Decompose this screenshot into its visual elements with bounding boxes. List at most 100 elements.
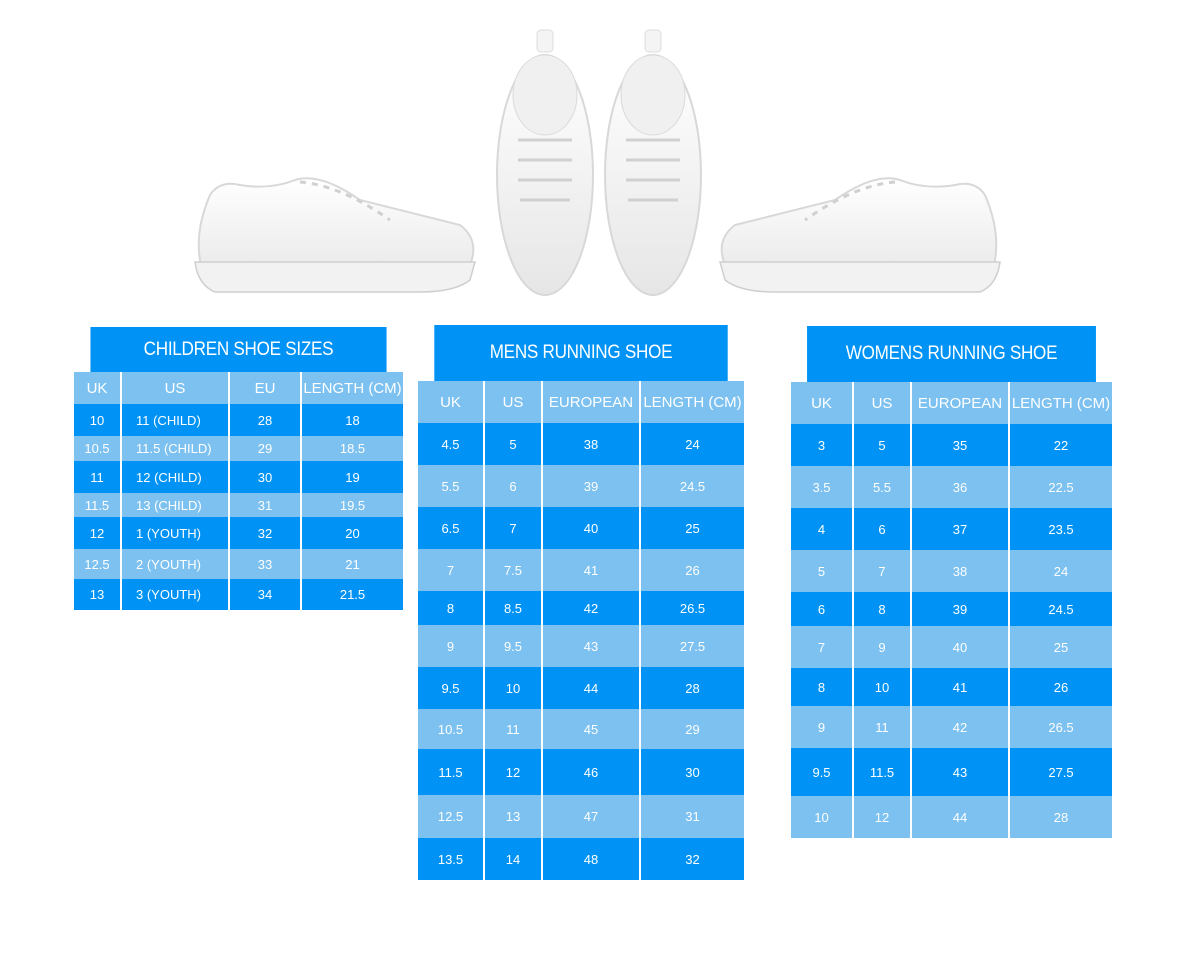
table-cell: 18.5 xyxy=(339,441,366,456)
table-row: 13 3 (YOUTH) 34 21.5 xyxy=(74,579,403,610)
table-cell: 11.5 xyxy=(74,493,122,517)
table-cell: 7 xyxy=(854,550,912,592)
table-header-row: UK US EUROPEAN LENGTH (CM) xyxy=(418,381,744,423)
table-cell: 24.5 xyxy=(679,478,706,494)
table-cell: 37 xyxy=(912,508,1010,550)
table-cell: 18 xyxy=(345,412,360,428)
table-cell: 44 xyxy=(912,796,1010,838)
table-cell: 3.5 xyxy=(791,466,854,508)
table-cell: 13 (CHILD) xyxy=(122,493,230,517)
table-cell: 45 xyxy=(543,709,641,749)
column-header: US xyxy=(854,382,912,424)
shoe-side-right-image xyxy=(719,177,1001,293)
table-row: 10 12 44 28 xyxy=(791,796,1112,838)
table-cell: 42 xyxy=(912,706,1010,748)
table-cell: 10 xyxy=(485,667,543,709)
table-cell: 40 xyxy=(912,626,1010,668)
table-cell: 12 (CHILD) xyxy=(122,461,230,493)
table-cell: 29 xyxy=(685,721,700,737)
table-row: 6 8 39 24.5 xyxy=(791,592,1112,626)
table-cell: 8 xyxy=(791,668,854,706)
table-cell: 47 xyxy=(543,795,641,838)
table-cell: 12 xyxy=(485,749,543,795)
table-cell: 25 xyxy=(685,520,700,536)
table-row: 5.5 6 39 24.5 xyxy=(418,465,744,507)
table-row: 11.5 12 46 30 xyxy=(418,749,744,795)
table-row: 4.5 5 38 24 xyxy=(418,423,744,465)
table-cell: 4 xyxy=(791,508,854,550)
table-cell: 39 xyxy=(543,465,641,507)
table-cell: 21.5 xyxy=(339,587,366,602)
shoe-top-right-image xyxy=(604,29,702,296)
table-cell: 6 xyxy=(485,465,543,507)
table-title: WOMENS RUNNING SHOE xyxy=(807,326,1096,382)
table-cell: 27.5 xyxy=(1048,764,1074,780)
table-title: MENS RUNNING SHOE xyxy=(434,325,728,381)
womens-size-table: WOMENS RUNNING SHOE UK US EUROPEAN LENGTH (C… xyxy=(791,326,1112,838)
table-row: 3 5 35 22 xyxy=(791,424,1112,466)
table-cell: 39 xyxy=(912,592,1010,626)
table-cell: 4.5 xyxy=(418,423,485,465)
table-row: 11.5 13 (CHILD) 31 19.5 xyxy=(74,493,403,517)
table-cell: 28 xyxy=(685,680,700,696)
table-cell: 23.5 xyxy=(1048,521,1074,537)
table-cell: 11 xyxy=(485,709,543,749)
table-cell: 11.5 (CHILD) xyxy=(122,436,230,461)
table-row: 9 9.5 43 27.5 xyxy=(418,625,744,667)
table-cell: 32 xyxy=(685,851,700,867)
table-cell: 6 xyxy=(791,592,854,626)
shoe-side-left-image xyxy=(194,177,476,293)
column-header: LENGTH (CM) xyxy=(303,379,402,397)
table-row: 10.5 11.5 (CHILD) 29 18.5 xyxy=(74,436,403,461)
table-cell: 10.5 xyxy=(418,709,485,749)
table-cell: 9.5 xyxy=(791,748,854,796)
table-cell: 31 xyxy=(230,493,302,517)
table-cell: 41 xyxy=(543,549,641,591)
table-cell: 26 xyxy=(685,562,700,578)
table-row: 7 9 40 25 xyxy=(791,626,1112,668)
column-header: EU xyxy=(230,372,302,404)
table-cell: 10.5 xyxy=(74,436,122,461)
table-cell: 9 xyxy=(418,625,485,667)
table-cell: 3 (YOUTH) xyxy=(122,579,230,610)
column-header: LENGTH (CM) xyxy=(1011,394,1111,412)
table-row: 10.5 11 45 29 xyxy=(418,709,744,749)
table-cell: 36 xyxy=(912,466,1010,508)
table-cell: 40 xyxy=(543,507,641,549)
table-row: 9 11 42 26.5 xyxy=(791,706,1112,748)
table-cell: 5.5 xyxy=(854,466,912,508)
table-cell: 22.5 xyxy=(1048,479,1074,495)
table-header-row: UK US EU LENGTH (CM) xyxy=(74,372,403,404)
table-cell: 11.5 xyxy=(854,748,912,796)
table-cell: 12 xyxy=(854,796,912,838)
shoe-product-images xyxy=(194,29,1001,296)
column-header: LENGTH (CM) xyxy=(643,393,742,411)
table-cell: 42 xyxy=(543,591,641,625)
table-cell: 28 xyxy=(1053,809,1069,825)
table-cell: 1 (YOUTH) xyxy=(122,517,230,549)
table-row: 11 12 (CHILD) 30 19 xyxy=(74,461,403,493)
table-cell: 10 xyxy=(854,668,912,706)
table-row: 12 1 (YOUTH) 32 20 xyxy=(74,517,403,549)
table-cell: 48 xyxy=(543,838,641,880)
table-cell: 32 xyxy=(230,517,302,549)
table-row: 12.5 13 47 31 xyxy=(418,795,744,838)
column-header: US xyxy=(122,372,230,404)
column-header: EUROPEAN xyxy=(543,381,641,423)
table-cell: 5 xyxy=(791,550,854,592)
table-cell: 26 xyxy=(1053,679,1069,695)
children-size-table: CHILDREN SHOE SIZES UK US EU LENGTH (CM) 10 11… xyxy=(74,327,403,610)
table-row: 13.5 14 48 32 xyxy=(418,838,744,880)
table-title: CHILDREN SHOE SIZES xyxy=(90,327,387,372)
table-cell: 7.5 xyxy=(485,549,543,591)
column-header: UK xyxy=(791,382,854,424)
shoe-top-left-image xyxy=(496,29,594,296)
table-cell: 8 xyxy=(418,591,485,625)
table-cell: 7 xyxy=(418,549,485,591)
table-cell: 35 xyxy=(912,424,1010,466)
table-cell: 30 xyxy=(230,461,302,493)
table-row: 4 6 37 23.5 xyxy=(791,508,1112,550)
table-row: 3.5 5.5 36 22.5 xyxy=(791,466,1112,508)
table-cell: 6.5 xyxy=(418,507,485,549)
table-cell: 43 xyxy=(543,625,641,667)
